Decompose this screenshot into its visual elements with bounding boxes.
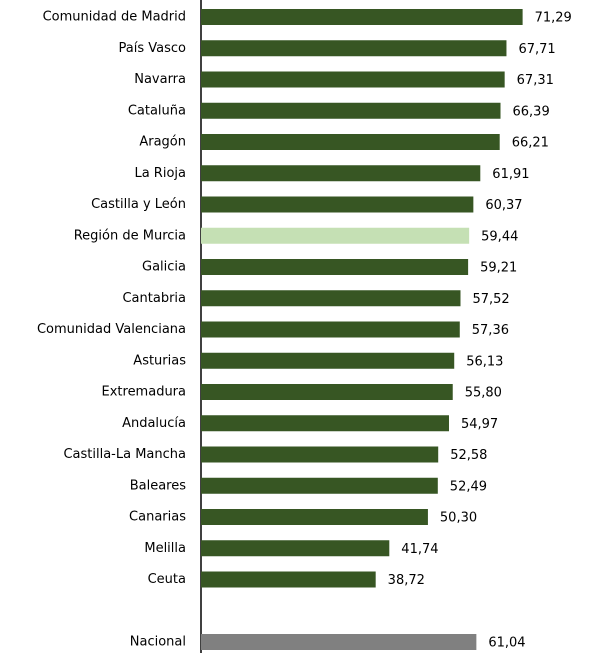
category-label: Extremadura	[102, 385, 187, 400]
value-label: 52,58	[450, 448, 487, 463]
bar	[201, 227, 470, 244]
value-label: 50,30	[440, 511, 477, 526]
category-label: Aragón	[139, 135, 186, 150]
bar	[201, 321, 460, 338]
value-label: 60,37	[485, 198, 522, 213]
category-label: La Rioja	[134, 166, 186, 181]
bar	[201, 477, 438, 494]
bar	[201, 634, 477, 650]
bar	[201, 415, 449, 432]
value-label: 38,72	[388, 573, 425, 588]
value-label: 67,31	[517, 73, 554, 88]
category-label: Andalucía	[122, 416, 186, 431]
category-label: Melilla	[144, 541, 186, 556]
value-label: 71,29	[535, 11, 572, 26]
value-label: 66,21	[512, 136, 549, 151]
value-label: 59,21	[480, 261, 517, 276]
value-label: 41,74	[401, 542, 438, 557]
bar	[201, 134, 500, 150]
value-label: 54,97	[461, 417, 498, 432]
value-label: 55,80	[465, 386, 502, 401]
bar	[201, 165, 481, 182]
value-label: 57,36	[472, 323, 509, 338]
bar	[201, 509, 428, 525]
value-label: 61,04	[488, 636, 525, 651]
category-label: Castilla y León	[91, 197, 186, 212]
value-label: 67,71	[518, 42, 555, 57]
bar	[201, 9, 523, 25]
value-label: 61,91	[492, 167, 529, 182]
bar	[201, 102, 501, 119]
category-label: Baleares	[130, 478, 187, 493]
category-label: Galicia	[142, 260, 186, 275]
bar	[201, 540, 390, 557]
bar	[201, 352, 455, 369]
bar	[201, 290, 461, 307]
category-label: Navarra	[134, 72, 186, 87]
category-label: Canarias	[129, 510, 186, 525]
bar	[201, 196, 474, 213]
category-label: Cataluña	[128, 103, 186, 118]
bar	[201, 384, 453, 400]
category-label: Comunidad de Madrid	[43, 10, 186, 25]
category-label: Comunidad Valenciana	[37, 322, 186, 337]
category-label: Nacional	[130, 635, 186, 650]
category-label: Asturias	[133, 353, 186, 368]
category-label: País Vasco	[119, 41, 187, 56]
category-label: Ceuta	[148, 572, 186, 587]
value-label: 57,52	[472, 292, 509, 307]
bar	[201, 446, 439, 463]
value-label: 52,49	[450, 479, 487, 494]
bar	[201, 40, 507, 57]
value-label: 59,44	[481, 229, 518, 244]
bar	[201, 71, 505, 88]
value-label: 56,13	[466, 354, 503, 369]
value-label: 66,39	[513, 104, 550, 119]
category-label: Castilla-La Mancha	[63, 447, 186, 462]
category-label: Región de Murcia	[74, 228, 186, 243]
bar	[201, 571, 376, 588]
category-label: Cantabria	[122, 291, 186, 306]
bar	[201, 259, 469, 275]
